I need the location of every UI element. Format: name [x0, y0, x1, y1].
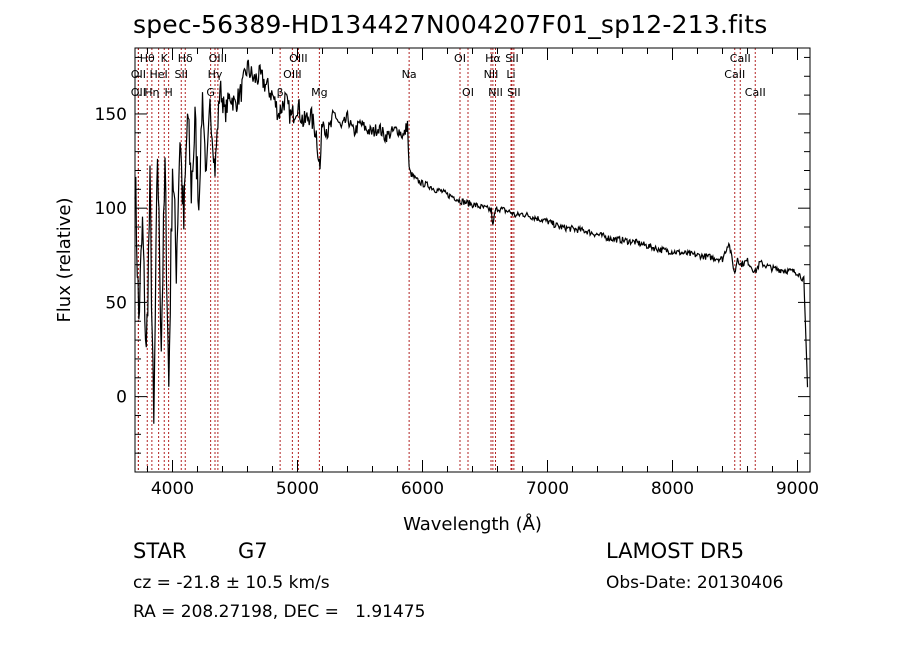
spectral-line-label: K [161, 52, 169, 65]
spectral-line-markers [137, 48, 756, 472]
spectral-line-label: OI [462, 86, 474, 99]
y-tick-label: 50 [105, 293, 127, 313]
object-class: STAR [133, 539, 187, 563]
spectral-line-label: SII [507, 86, 520, 99]
spectral-line-label: β [277, 86, 284, 99]
spectral-line-label: HeI [149, 68, 167, 81]
spectral-line-label: SII [175, 68, 188, 81]
spectral-line-label: OI [454, 52, 466, 65]
spectral-line-label: OIII [209, 52, 227, 65]
spectral-line-label: CaII [730, 52, 751, 65]
spectral-line-label: Hα [485, 52, 501, 65]
spectral-line-label: Mg [311, 86, 327, 99]
x-tick-label: 9000 [776, 479, 819, 499]
x-tick-label: 5000 [276, 479, 319, 499]
y-tick-label: 100 [95, 199, 127, 219]
axis-ticks [135, 48, 810, 472]
spectral-line-label: Na [402, 68, 417, 81]
spectral-line-label: CaII [745, 86, 766, 99]
redshift-readout: cz = -21.8 ± 10.5 km/s [133, 573, 330, 593]
spectral-line-label: OIII [283, 68, 301, 81]
spectral-line-label: H [164, 86, 172, 99]
x-tick-label: 8000 [651, 479, 694, 499]
spectral-line-label: CaII [724, 68, 745, 81]
spectral-line-label: SII [505, 52, 518, 65]
coordinates-readout: RA = 208.27198, DEC = 1.91475 [133, 602, 426, 622]
x-tick-label: 4000 [151, 479, 194, 499]
observation-date: Obs-Date: 20130406 [606, 573, 784, 593]
y-tick-label: 150 [95, 105, 127, 125]
spectral-line-label: OIII [289, 52, 307, 65]
survey-name: LAMOST DR5 [606, 539, 745, 563]
y-tick-label: 0 [116, 388, 127, 408]
spectral-line-label: Li [506, 68, 515, 81]
axis-tick-labels: 4000 5000 6000 7000 8000 9000 0 50 100 150 [95, 105, 820, 499]
y-axis-label: Flux (relative) [54, 197, 75, 322]
x-axis-label: Wavelength (Å) [403, 513, 542, 535]
spectral-line-label: G [206, 86, 215, 99]
x-tick-label: 7000 [526, 479, 569, 499]
spectrum-series-line [134, 59, 809, 424]
spectral-line-label: Hγ [208, 68, 223, 81]
spectral-line-label: OII [131, 86, 146, 99]
spectral-line-label: Hδ [178, 52, 193, 65]
x-tick-label: 6000 [401, 479, 444, 499]
chart-title: spec-56389-HD134427N004207F01_sp12-213.f… [133, 10, 768, 39]
spectral-line-label: OII [131, 68, 146, 81]
spectral-line-label: NII [484, 68, 499, 81]
object-subclass: G7 [238, 539, 268, 563]
spectral-line-label: NII [488, 86, 503, 99]
spectral-line-label: Hη [144, 86, 159, 99]
spectral-line-label: Hθ [140, 52, 155, 65]
